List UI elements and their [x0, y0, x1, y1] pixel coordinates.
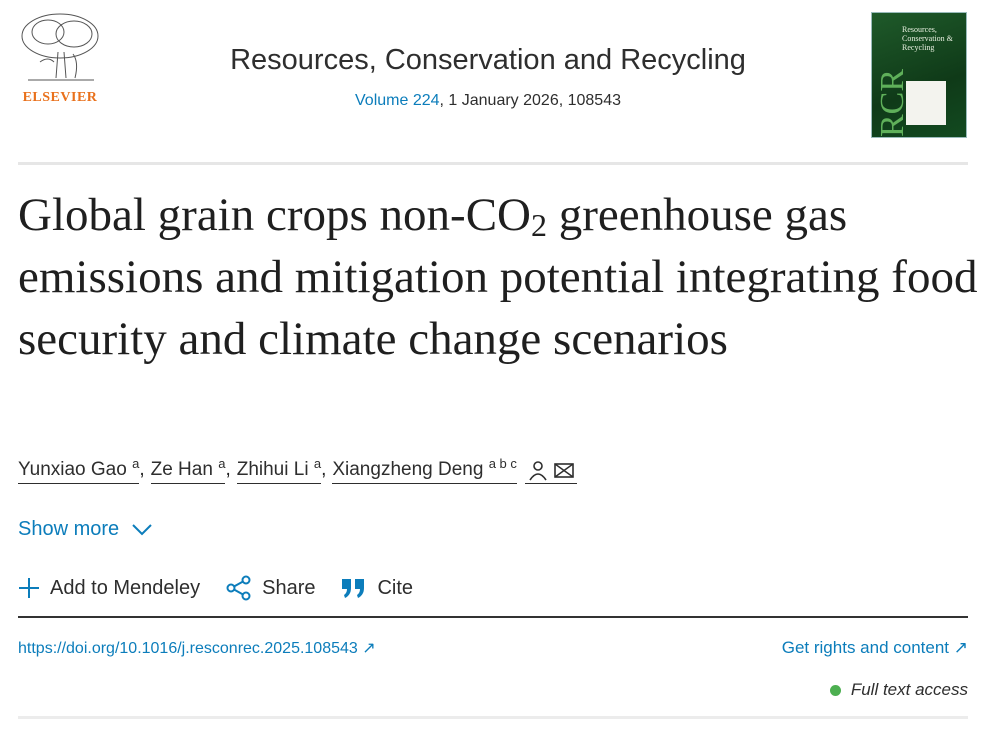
plus-icon [19, 578, 39, 598]
author-link[interactable]: Ze Han a [150, 456, 226, 484]
author-link[interactable]: Yunxiao Gao a [18, 456, 140, 484]
author-name: Ze Han [150, 459, 213, 480]
access-label: Full text access [850, 680, 968, 699]
cover-title: Resources, Conservation & Recycling [902, 25, 953, 52]
access-dot-icon [829, 684, 841, 696]
corresponding-author-icons[interactable] [524, 459, 577, 484]
volume-info: Volume 224, 1 January 2026, 108543 [130, 92, 846, 110]
journal-title[interactable]: Resources, Conservation and Recycling [230, 44, 746, 76]
quote-icon [342, 579, 365, 598]
title-text: Global grain crops non-CO [18, 189, 531, 241]
divider [18, 162, 968, 165]
author-name: Xiangzheng Deng [332, 459, 484, 480]
show-more-label: Show more [18, 518, 120, 540]
author-link[interactable]: Xiangzheng Deng a b c [332, 456, 517, 484]
share-label: Share [262, 576, 316, 599]
access-status: Full text access [829, 680, 968, 700]
author-link[interactable]: Zhihui Li a [236, 456, 322, 484]
tree-icon [21, 13, 99, 81]
add-to-mendeley-button[interactable]: Add to Mendeley [18, 577, 200, 600]
mendeley-label: Add to Mendeley [50, 576, 201, 599]
article-actions: Add to Mendeley Share Cite [18, 575, 439, 601]
divider [18, 616, 968, 618]
separator: , [139, 459, 145, 480]
separator: , [321, 459, 327, 480]
cover-chart [906, 81, 946, 125]
title-subscript: 2 [530, 207, 547, 243]
author-name: Yunxiao Gao [18, 459, 127, 480]
divider [18, 716, 968, 719]
person-icon [529, 461, 547, 481]
affiliation: a [132, 456, 140, 471]
email-icon [554, 463, 574, 478]
journal-cover[interactable]: Resources, Conservation & Recycling RCR [871, 12, 967, 138]
volume-link[interactable]: Volume 224 [355, 92, 440, 109]
separator: , [225, 459, 231, 480]
article-title: Global grain crops non-CO2 greenhouse ga… [18, 184, 978, 370]
title-text: greenhouse gas emissions and mitigation … [18, 189, 978, 365]
cover-monogram: RCR [874, 68, 911, 137]
author-list: Yunxiao Gao a, Ze Han a, Zhihui Li a, Xi… [18, 456, 577, 484]
share-button[interactable]: Share [226, 575, 315, 601]
affiliation: a b c [488, 456, 517, 471]
cite-button[interactable]: Cite [341, 577, 413, 600]
elsevier-logo[interactable]: ELSEVIER [18, 12, 102, 106]
affiliation: a [313, 456, 322, 471]
issue-info: , 1 January 2026, 108543 [439, 92, 621, 109]
show-more-button[interactable]: Show more [18, 518, 153, 541]
doi-link[interactable]: https://doi.org/10.1016/j.resconrec.2025… [18, 640, 376, 657]
cite-label: Cite [377, 576, 414, 599]
author-name: Zhihui Li [236, 459, 309, 480]
affiliation: a [218, 456, 226, 471]
share-icon [226, 575, 251, 601]
chevron-down-icon [132, 523, 152, 535]
rights-link[interactable]: Get rights and content ↗ [781, 638, 968, 657]
